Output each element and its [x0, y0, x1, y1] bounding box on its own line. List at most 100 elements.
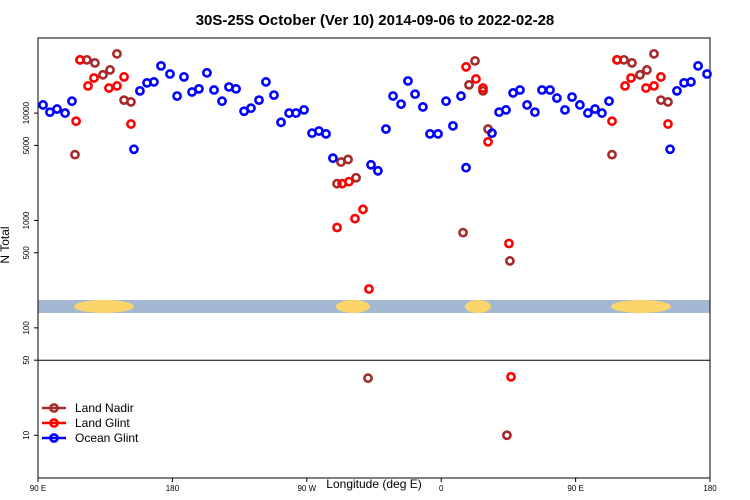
- point: [470, 56, 480, 66]
- point: [620, 81, 630, 91]
- point: [332, 222, 342, 233]
- point: [129, 144, 139, 155]
- land-band: [74, 300, 134, 313]
- y-tick-label: 100: [22, 321, 31, 335]
- point: [291, 108, 301, 118]
- point: [471, 74, 481, 84]
- point: [217, 96, 227, 107]
- point: [590, 104, 600, 114]
- point: [567, 92, 577, 102]
- y-tick-label: 5000: [22, 136, 31, 154]
- point: [135, 85, 145, 96]
- point: [458, 227, 468, 238]
- x-tick-label: 90 E: [30, 484, 46, 493]
- plot-frame: [37, 37, 711, 479]
- point: [165, 69, 175, 79]
- series: [70, 48, 673, 441]
- point: [456, 91, 466, 101]
- point: [663, 97, 673, 107]
- chart-title: 30S-25S October (Ver 10) 2014-09-06 to 2…: [196, 12, 555, 29]
- ocean-band: [38, 300, 710, 313]
- point: [299, 105, 309, 115]
- point: [635, 69, 645, 80]
- point: [483, 136, 493, 147]
- point: [642, 65, 652, 75]
- point: [461, 162, 471, 173]
- point: [269, 90, 279, 100]
- point: [366, 159, 376, 170]
- point: [627, 58, 637, 68]
- point: [649, 48, 659, 59]
- legend-label: Ocean Glint: [75, 431, 139, 445]
- point: [363, 373, 373, 384]
- point: [254, 95, 264, 106]
- land-band: [611, 300, 671, 313]
- point: [83, 81, 93, 91]
- point: [607, 116, 617, 127]
- x-tick-label: 180: [166, 484, 180, 493]
- point: [209, 85, 219, 95]
- point: [441, 96, 451, 107]
- x-axis-label: Longitude (deg E): [326, 477, 421, 491]
- point: [52, 104, 62, 114]
- point: [396, 99, 406, 110]
- x-tick-label: 180: [703, 484, 717, 493]
- point: [231, 83, 241, 94]
- point: [418, 102, 428, 112]
- point: [89, 73, 99, 83]
- point: [194, 83, 204, 94]
- point: [686, 77, 696, 87]
- point: [504, 256, 515, 266]
- x-tick-label: 90 W: [297, 484, 316, 493]
- point: [344, 176, 354, 187]
- legend-marker: [49, 418, 59, 428]
- point: [388, 91, 398, 101]
- point: [119, 72, 129, 82]
- land-band: [336, 300, 370, 313]
- point: [350, 213, 360, 224]
- legend-marker: [49, 403, 59, 413]
- point: [60, 108, 70, 118]
- point: [597, 108, 607, 118]
- legend-marker: [49, 433, 59, 443]
- point: [641, 83, 651, 93]
- land-band: [465, 300, 491, 313]
- point: [410, 89, 420, 100]
- point: [202, 67, 212, 78]
- point: [104, 83, 114, 93]
- point: [246, 103, 256, 114]
- point: [276, 117, 286, 128]
- point: [504, 238, 514, 249]
- x-tick-label: 0: [439, 484, 444, 493]
- point: [545, 85, 555, 95]
- point: [522, 100, 532, 110]
- point: [112, 48, 122, 59]
- y-tick-label: 1000: [22, 211, 31, 229]
- point: [172, 91, 182, 101]
- point: [612, 54, 622, 65]
- x-tick-label: 90 E: [567, 484, 583, 493]
- series: [71, 54, 673, 382]
- y-tick-label: 50: [22, 355, 31, 364]
- point: [672, 85, 682, 96]
- point: [502, 430, 512, 441]
- point: [506, 371, 516, 382]
- point: [515, 85, 525, 95]
- point: [702, 69, 712, 79]
- point: [464, 79, 474, 90]
- point: [90, 58, 100, 68]
- point: [332, 178, 342, 189]
- point: [70, 149, 80, 160]
- point: [552, 93, 562, 103]
- point: [156, 60, 166, 71]
- point: [351, 172, 361, 183]
- point: [328, 153, 338, 164]
- point: [149, 77, 159, 87]
- y-tick-label: 500: [22, 246, 31, 260]
- legend-label: Land Glint: [75, 416, 130, 430]
- point: [343, 154, 353, 165]
- point: [373, 165, 383, 176]
- y-tick-label: 10: [22, 430, 31, 439]
- point: [321, 128, 331, 139]
- point: [38, 100, 48, 110]
